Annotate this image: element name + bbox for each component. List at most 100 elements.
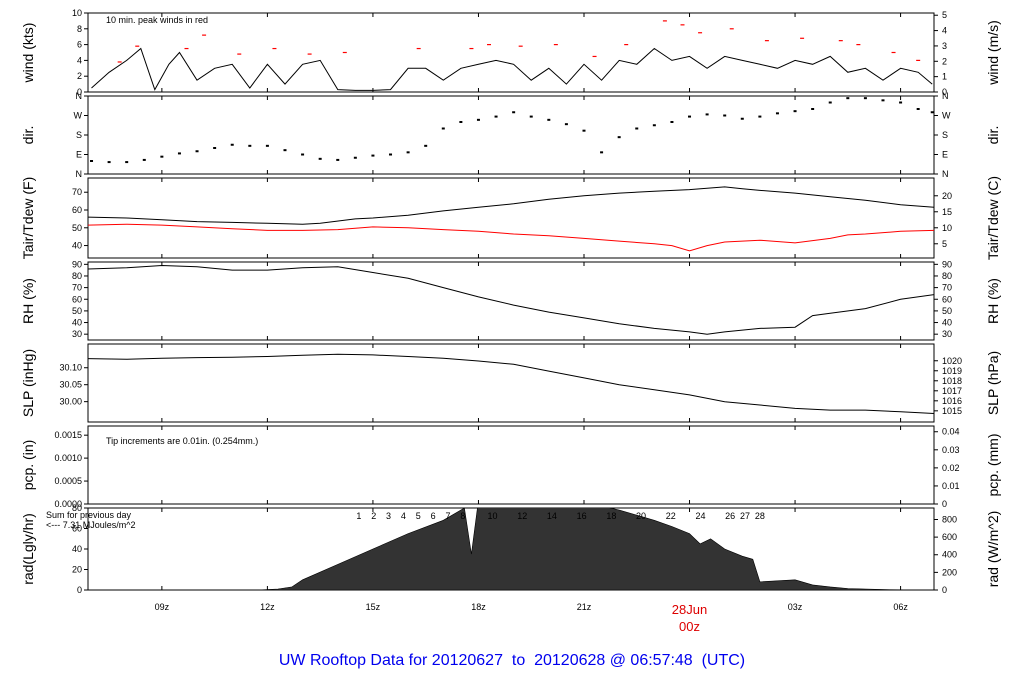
dir-point: [828, 101, 832, 104]
left-tick-label: 6: [77, 40, 82, 50]
right-tick-label: 400: [942, 550, 957, 560]
dir-point: [406, 151, 410, 154]
left-axis-label: RH (%): [20, 278, 36, 324]
dir-point: [846, 97, 850, 100]
dir-point: [494, 115, 498, 118]
x-tick-label: 06z: [893, 602, 908, 612]
dir-point: [90, 160, 94, 162]
panel-slp: SLP (inHg) SLP (hPa)30.0030.0530.10101510…: [20, 343, 1001, 423]
right-tick-label: 2: [942, 56, 947, 66]
right-axis-label: pcp. (mm): [985, 434, 1001, 497]
dir-point: [230, 143, 234, 146]
dir-point: [301, 153, 305, 156]
dir-point: [512, 111, 516, 114]
series-line-slp: [88, 353, 934, 414]
hour-marker: 2: [371, 511, 376, 521]
right-tick-label: 70: [942, 283, 952, 293]
right-tick-label: 40: [942, 318, 952, 328]
dir-point: [688, 115, 692, 118]
right-tick-label: 1017: [942, 386, 962, 396]
series-line-wind: [91, 47, 933, 91]
right-tick-label: 0.04: [942, 427, 960, 437]
hour-marker: 3: [386, 511, 391, 521]
dir-point: [283, 149, 287, 152]
hour-marker: 28: [755, 511, 765, 521]
panel-data: [90, 97, 934, 164]
left-axis-label: pcp. (in): [20, 440, 36, 491]
dir-point: [564, 123, 568, 126]
left-tick-label: N: [76, 169, 83, 179]
dir-point: [723, 114, 727, 117]
tip-increment-note: Tip increments are 0.01in. (0.254mm.): [106, 436, 258, 446]
dir-point: [635, 127, 639, 130]
hour-marker: 4: [401, 511, 406, 521]
dir-point: [265, 144, 269, 147]
right-tick-label: 3: [942, 41, 947, 51]
right-axis-label: dir.: [985, 126, 1001, 145]
hour-marker: 6: [431, 511, 436, 521]
series-line-rh: [88, 264, 934, 335]
right-tick-label: 1020: [942, 356, 962, 366]
right-tick-label: 0: [942, 87, 947, 97]
panel-frame: [87, 261, 935, 341]
hour-marker: 20: [636, 511, 646, 521]
x-tick-label: 21z: [577, 602, 592, 612]
panel-pcp: pcp. (in) pcp. (mm) 0.0000 0.0005 0.0010 0.00…: [20, 425, 1001, 509]
right-tick-label: 1: [942, 72, 947, 82]
panel-data: [88, 186, 934, 252]
dir-point: [547, 118, 551, 121]
panel-tair-tdew: Tair/Tdew (F) Tair/Tdew (C) 40 50 60 70 5 10 15 2…: [20, 176, 1001, 260]
left-axis-label: Tair/Tdew (F): [20, 177, 36, 259]
hour-marker: 22: [666, 511, 676, 521]
right-tick-label: 30: [942, 329, 952, 339]
dir-point: [930, 111, 934, 114]
x-tick-label: 18z: [471, 602, 486, 612]
left-tick-label: 60: [72, 294, 82, 304]
right-axis-label: rad (W/m^2): [985, 511, 1001, 588]
panel-frame: [87, 343, 935, 423]
dir-point: [424, 144, 428, 147]
dir-point: [177, 152, 181, 155]
dir-point: [248, 144, 252, 147]
panel-rad: rad(Lgly/hr) rad (W/m^2)02040608002004006…: [20, 503, 1001, 595]
left-tick-label: S: [76, 130, 82, 140]
dir-point: [371, 154, 375, 157]
left-tick-label: 0.0005: [54, 476, 82, 486]
dir-point: [652, 124, 656, 127]
left-tick-label: 0: [77, 87, 82, 97]
hour-marker: 24: [695, 511, 705, 521]
panel-frame: [87, 12, 935, 93]
left-tick-label: 30: [72, 329, 82, 339]
panel-wind: wind (kts) wind (m/s) 0 2 4 6 8 10 0 1 2 3 4 5 10 min.…: [20, 8, 1001, 97]
right-tick-label: 90: [942, 259, 952, 269]
dir-point: [459, 121, 463, 123]
dir-point: [793, 110, 797, 113]
right-tick-label: 4: [942, 26, 947, 36]
right-tick-label: 80: [942, 271, 952, 281]
left-tick-label: 80: [72, 271, 82, 281]
hour-marker: 1: [356, 511, 361, 521]
left-tick-label: 8: [77, 24, 82, 34]
series-line-tdew: [88, 223, 934, 252]
dir-point: [705, 113, 709, 116]
hour-marker: 7: [445, 511, 450, 521]
right-tick-label: 60: [942, 294, 952, 304]
dir-point: [863, 97, 867, 100]
panel-frame: [87, 95, 935, 175]
left-tick-label: 0.0000: [54, 499, 82, 509]
panel-frame: [87, 177, 935, 259]
left-tick-label: 20: [72, 565, 82, 575]
left-tick-label: 90: [72, 259, 82, 269]
right-tick-label: 5: [942, 10, 947, 20]
x-tick-label: 15z: [366, 602, 381, 612]
dir-point: [529, 115, 533, 118]
left-tick-label: 40: [72, 241, 82, 251]
left-tick-label: 10: [72, 8, 82, 18]
left-tick-label: 30.00: [59, 397, 82, 407]
dir-point: [441, 127, 445, 130]
left-axis-label: dir.: [20, 126, 36, 145]
right-tick-label: 15: [942, 207, 952, 217]
